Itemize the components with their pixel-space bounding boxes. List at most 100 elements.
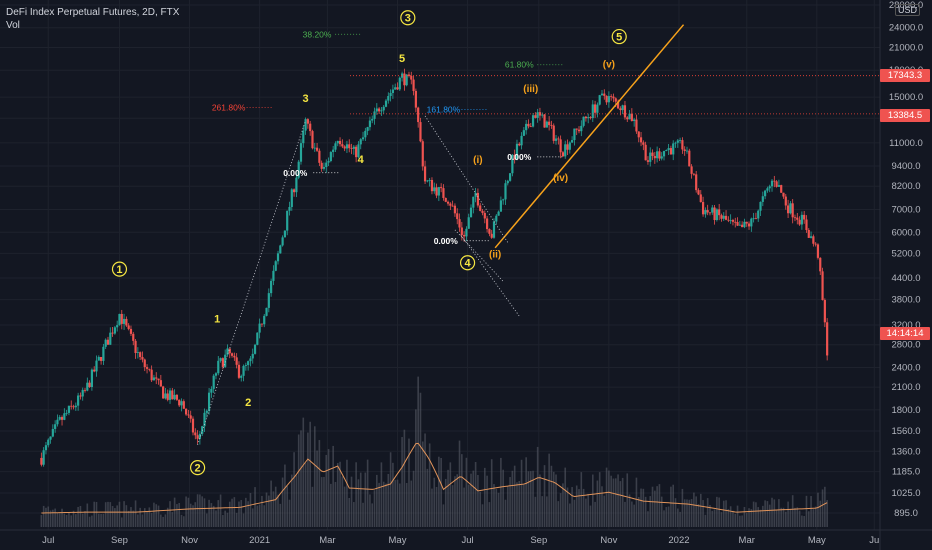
volume-bar [249,493,252,527]
volume-bar [394,479,396,527]
volume-bar [637,497,640,527]
volume-bar [826,500,828,527]
candle-body [214,373,218,376]
candle-body [185,408,188,415]
candle-body [60,417,64,420]
volume-bar [40,515,43,527]
candle-body [47,439,50,446]
volume-bar [824,486,826,527]
volume-bar [162,516,164,527]
volume-bar [656,486,658,527]
y-tick-label: 8200.0 [891,181,920,192]
volume-bar [215,510,217,527]
x-tick-label: Ju [869,535,879,546]
candle-body [106,339,110,345]
volume-bar [467,484,470,527]
volume-bar [486,475,488,527]
volume-bar [398,483,401,527]
candle-body [263,315,266,325]
volume-bar [502,469,504,527]
candle-body [292,189,296,193]
volume-bar [132,510,135,527]
candle-body [235,357,238,365]
fib-level-label: 0.00% [283,168,308,178]
volume-bar [56,512,59,527]
candle-body [368,120,372,128]
candle-body [559,139,562,153]
volume-bar [364,472,367,527]
candle-body [329,152,332,162]
x-tick-label: May [389,535,407,546]
candle-body [93,369,96,372]
volume-bar [180,514,183,527]
volume-bar [745,512,748,527]
x-tick-label: Nov [181,535,198,546]
volume-bar [242,513,245,527]
volume-bar [247,501,249,527]
candle-body [127,325,130,329]
volume-bar [454,476,456,527]
wave-label: 3 [303,93,309,105]
fib-level-label: 61.80% [505,60,534,70]
volume-bar [327,449,330,527]
candle-body [322,166,326,169]
wave-label: 1 [214,314,220,326]
volume-bar [245,497,247,527]
volume-bar [488,502,491,527]
candle-body [603,93,606,96]
volume-bar [516,482,518,527]
candle-body [77,395,80,406]
volume-bar [619,481,622,527]
wave-label: 4 [465,258,472,270]
volume-bar [189,503,192,527]
volume-bar [764,500,766,527]
candle-body [373,111,376,119]
volume-bar [819,500,822,527]
volume-bar [357,479,360,527]
volume-bar [591,474,594,527]
candle-body [400,73,404,78]
volume-bar [587,494,589,527]
candle-body [656,151,659,159]
candle-body [621,105,624,111]
candle-body [800,214,803,225]
candle-body [819,257,822,272]
candle-body [417,107,420,123]
candle-body [605,95,608,103]
volume-bar [412,470,415,527]
level-badge-lower: 13384.5 [880,109,930,122]
volume-bar [332,445,334,527]
volume-bar [201,496,203,527]
candle-body [786,205,790,214]
volume-bar [123,501,125,527]
candle-body [805,219,808,230]
candle-body [809,236,813,238]
volume-bar [415,409,417,527]
candle-body [667,148,670,151]
candle-body [394,87,397,90]
volume-bar [771,497,773,527]
volume-bar [598,472,601,527]
candle-body [166,393,169,400]
volume-bar [49,510,52,527]
candle-body [465,228,468,237]
volume-bar [628,494,631,527]
volume-bar [550,465,553,527]
volume-bar [359,472,362,527]
candle-body [476,192,480,206]
volume-bar [47,506,50,527]
candle-body [486,218,489,230]
volume-bar [309,421,311,527]
volume-bar [295,475,298,527]
wave-circle [611,28,627,45]
candle-body [332,149,335,153]
volume-bar [431,488,433,527]
candle-body [221,358,224,367]
volume-bar [603,495,606,527]
candle-body [651,152,654,156]
candle-body [525,123,528,131]
candle-body [378,108,381,112]
candle-body [203,412,206,427]
candle-body [518,143,521,146]
